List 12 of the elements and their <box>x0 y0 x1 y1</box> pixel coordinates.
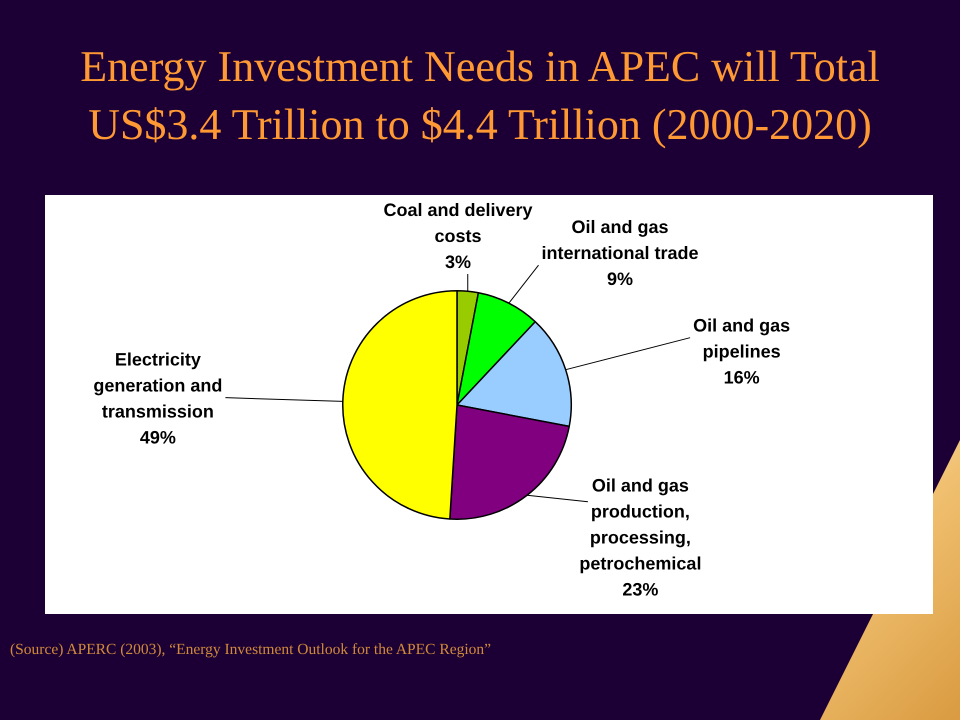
data-label: 23% <box>622 580 658 600</box>
data-label: 16% <box>724 368 760 388</box>
slice-label: Electricity generation and transmission <box>93 350 222 422</box>
chart-title: Energy Investment Needs in APEC will Total US$3.4 Trillion to $4.4 Trillion (2000-2020) <box>79 41 881 151</box>
data-label: 9% <box>607 269 634 290</box>
slice-label: Oil and gas international trade <box>542 217 699 264</box>
slice-label: Coal and delivery costs <box>383 200 533 246</box>
data-label: 49% <box>140 428 176 448</box>
text: (Source) APERC (2003), “Energy Investment Outlook for the APEC Region” <box>10 641 492 659</box>
data-label: 3% <box>444 252 471 272</box>
slice-label: Oil and gas production, processing, petrochemical <box>579 476 702 574</box>
slice-label: Oil and gas pipelines <box>693 316 790 362</box>
